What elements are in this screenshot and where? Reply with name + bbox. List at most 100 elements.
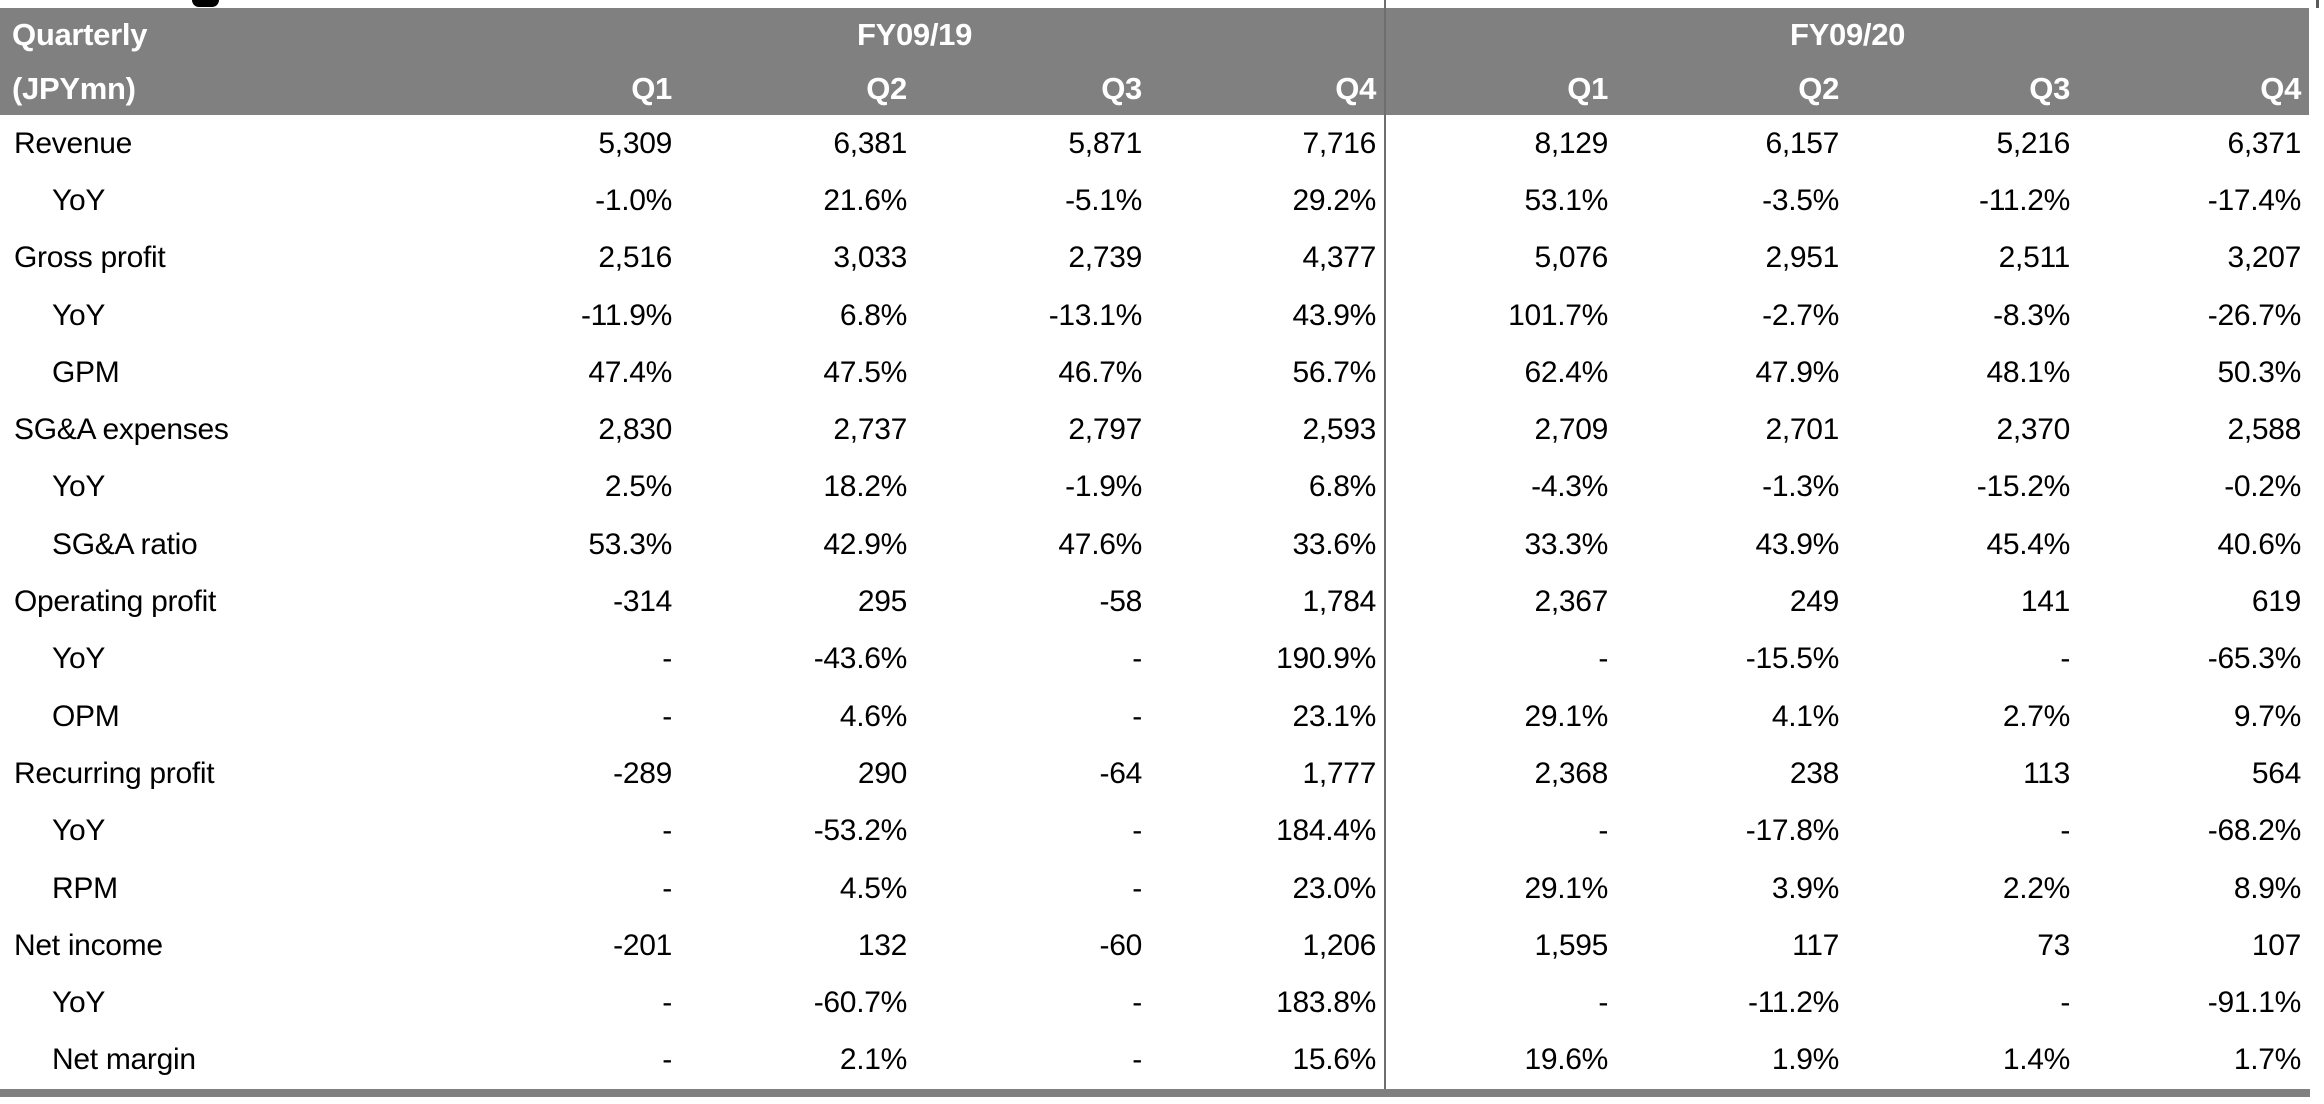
quarter-header-q3-fy19: Q3: [915, 62, 1150, 115]
value-cell: -64: [1099, 756, 1143, 790]
fiscal-year-group-fy0920: FY09/20: [1384, 8, 2310, 62]
value-cell: 2,370: [1996, 413, 2071, 447]
row-label: SG&A ratio: [52, 527, 198, 561]
value-cell: 1,206: [1302, 928, 1377, 962]
quarter-header-q3-fy20: Q3: [1847, 62, 2079, 115]
value-cell: 47.5%: [823, 355, 907, 389]
value-cell: -: [1132, 699, 1142, 733]
table-row: Recurring profit -289 290 -64 1,777 2,368 238 1…: [0, 745, 2309, 803]
value-cell: 56.7%: [1292, 355, 1377, 389]
value-cell: 47.6%: [1058, 527, 1142, 561]
value-cell: -11.2%: [1748, 986, 1840, 1020]
value-cell: 53.3%: [588, 527, 672, 561]
value-cell: 29.2%: [1292, 183, 1377, 217]
value-cell: 290: [857, 756, 907, 790]
table-body: Revenue 5,309 6,381 5,871 7,716 8,129 6,157 5,2…: [0, 115, 2309, 1090]
value-cell: 21.6%: [823, 183, 907, 217]
value-cell: 183.8%: [1276, 986, 1377, 1020]
value-cell: -: [2060, 986, 2071, 1020]
value-cell: 132: [857, 928, 907, 962]
value-cell: -2.7%: [1762, 298, 1840, 332]
fiscal-year-group-fy0919: FY09/19: [445, 8, 1386, 62]
value-cell: -: [662, 1043, 672, 1077]
value-cell: 2,593: [1302, 413, 1377, 447]
value-cell: -201: [613, 928, 672, 962]
value-cell: 1,784: [1302, 585, 1377, 619]
value-cell: 6.8%: [1308, 470, 1377, 504]
value-cell: 5,871: [1068, 126, 1142, 160]
value-cell: -: [1132, 642, 1142, 676]
row-label: YoY: [52, 642, 106, 676]
value-cell: 18.2%: [823, 470, 907, 504]
value-cell: 1.4%: [2002, 1043, 2071, 1077]
row-label: Operating profit: [14, 585, 216, 619]
row-label: Net income: [14, 928, 163, 962]
value-cell: 43.9%: [1755, 527, 1840, 561]
value-cell: 15.6%: [1292, 1043, 1377, 1077]
table-row: GPM 47.4% 47.5% 46.7% 56.7% 62.4% 47.9% 48.1% 50…: [0, 344, 2309, 402]
row-label: Revenue: [14, 126, 132, 160]
table-row: YoY - -60.7% -183.8% - -11.2% - -91.1%: [0, 974, 2309, 1032]
value-cell: -68.2%: [2207, 814, 2302, 848]
value-cell: -1.3%: [1762, 470, 1840, 504]
value-cell: 4.1%: [1771, 699, 1840, 733]
table-row: OPM - 4.6% - 23.1% 29.1% 4.1% 2.7% 9.7%: [0, 687, 2309, 746]
value-cell: 4,377: [1302, 241, 1377, 275]
table-row: Net income -201 132 -60 1,206 1,595 117 73 107: [0, 917, 2309, 975]
value-cell: 117: [1792, 928, 1840, 962]
value-cell: 29.1%: [1384, 859, 1617, 918]
value-cell: 2,797: [1068, 413, 1142, 447]
value-cell: 62.4%: [1384, 344, 1617, 402]
value-cell: 2,951: [1765, 241, 1840, 275]
value-cell: 50.3%: [2217, 355, 2302, 389]
value-cell: 33.6%: [1292, 527, 1377, 561]
value-cell: 2,588: [2227, 413, 2302, 447]
value-cell: -58: [1099, 585, 1143, 619]
value-cell: -: [662, 986, 672, 1020]
table-row: YoY 2.5% 18.2% -1.9% 6.8% -4.3% -1.3% -15.2% -0.…: [0, 458, 2309, 517]
value-cell: 5,216: [1996, 126, 2071, 160]
value-cell: 8.9%: [2233, 871, 2302, 905]
value-cell: -3.5%: [1762, 183, 1840, 217]
value-cell: 2.7%: [2002, 699, 2071, 733]
value-cell: 1,595: [1384, 917, 1617, 975]
row-label: YoY: [52, 814, 106, 848]
value-cell: 53.1%: [1384, 172, 1617, 230]
value-cell: 47.9%: [1755, 355, 1840, 389]
row-label: YoY: [52, 986, 106, 1020]
value-cell: -4.3%: [1384, 458, 1617, 517]
value-cell: 101.7%: [1384, 286, 1617, 345]
value-cell: 9.7%: [2233, 699, 2302, 733]
value-cell: 190.9%: [1276, 642, 1377, 676]
row-label: SG&A expenses: [14, 413, 229, 447]
value-cell: 6,371: [2227, 126, 2302, 160]
fiscal-year-divider-tick: [1384, 0, 1386, 8]
value-cell: 2.5%: [604, 470, 672, 504]
quarter-header-q4-fy20: Q4: [2078, 62, 2310, 115]
fiscal-year-header-row: Quarterly FY09/19 FY09/20: [0, 8, 2310, 62]
table-row: SG&A expenses 2,830 2,737 2,797 2,593 2,709 2,…: [0, 401, 2309, 459]
value-cell: 29.1%: [1384, 687, 1617, 746]
quarter-header-q1-fy20: Q1: [1384, 62, 1617, 115]
right-edge-tick: [2316, 0, 2319, 8]
value-cell: 113: [2023, 756, 2071, 790]
value-cell: -13.1%: [1048, 298, 1143, 332]
value-cell: 5,309: [598, 126, 672, 160]
table-row: SG&A ratio 53.3% 42.9% 47.6% 33.6% 33.3% 43.9%…: [0, 516, 2309, 574]
quarter-header-row: (JPYmn) Q1 Q2 Q3 Q4 Q1 Q2 Q3 Q4: [0, 62, 2310, 115]
value-cell: -: [1132, 814, 1142, 848]
value-cell: -: [1384, 974, 1617, 1032]
value-cell: -289: [613, 756, 672, 790]
quarterly-results-table: Quarterly FY09/19 FY09/20 (JPYmn) Q1 Q2 …: [0, 8, 2310, 1090]
value-cell: 238: [1789, 756, 1840, 790]
row-label: GPM: [52, 355, 120, 389]
value-cell: 107: [2251, 928, 2302, 962]
value-cell: 46.7%: [1058, 355, 1142, 389]
value-cell: 2,701: [1765, 413, 1840, 447]
value-cell: 2,367: [1384, 573, 1617, 631]
value-cell: 2,368: [1384, 745, 1617, 803]
value-cell: -314: [613, 585, 672, 619]
quarter-header-q2-fy19: Q2: [680, 62, 915, 115]
value-cell: 141: [2020, 585, 2071, 619]
value-cell: 33.3%: [1384, 516, 1617, 574]
